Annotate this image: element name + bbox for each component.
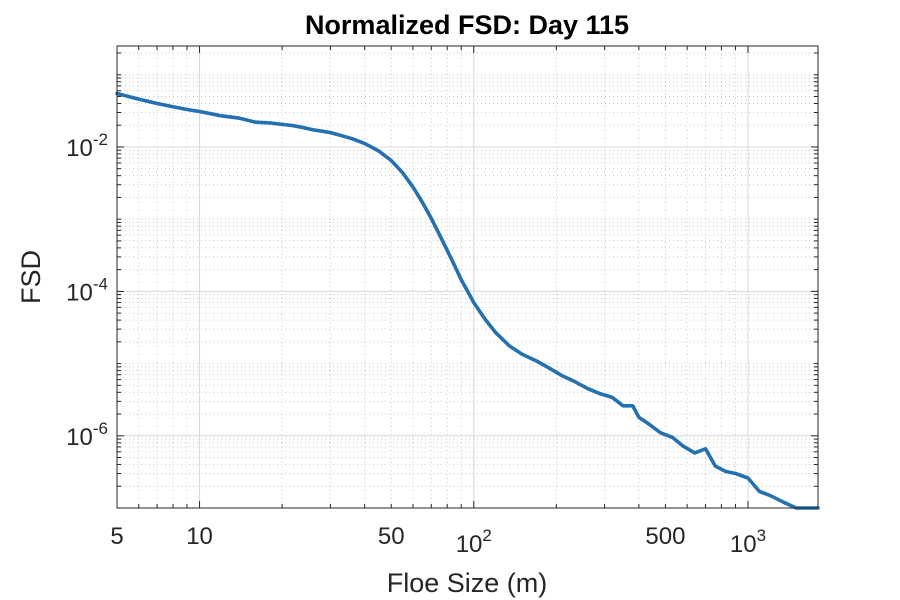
x-tick-label: 500 — [645, 523, 685, 550]
chart-title: Normalized FSD: Day 115 — [305, 10, 629, 40]
x-tick-label: 10 — [186, 523, 213, 550]
series-line — [115, 91, 820, 510]
x-tick-label: 102 — [456, 526, 492, 558]
ticks — [116, 46, 818, 509]
y-axis-label: FSD — [16, 250, 46, 304]
x-tick-label: 5 — [110, 523, 123, 550]
axes-box — [116, 45, 819, 509]
y-tick-label: 10-4 — [66, 274, 108, 306]
y-tick-label: 10-6 — [66, 419, 108, 451]
grid — [116, 46, 818, 509]
x-tick-label: 103 — [730, 526, 766, 558]
x-axis-label: Floe Size (m) — [387, 568, 548, 598]
x-tick-label: 50 — [378, 523, 405, 550]
tick-labels: 5 10 50 102 500 103 10-2 10-4 10-6 — [66, 130, 766, 558]
y-tick-label: 10-2 — [66, 130, 108, 162]
series-layer — [115, 91, 820, 510]
